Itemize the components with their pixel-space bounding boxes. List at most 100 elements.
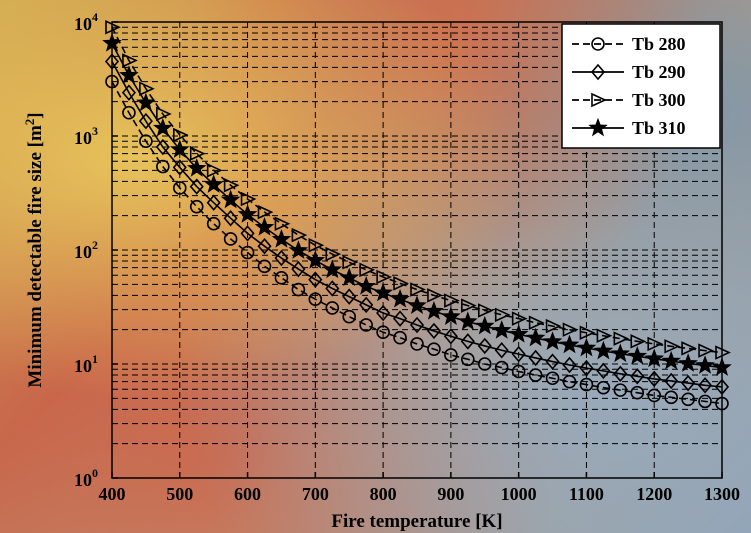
data-point-triangle (477, 303, 494, 318)
data-point-star (254, 217, 275, 236)
x-axis-label: Fire temperature [K] (331, 511, 502, 532)
data-point-star (136, 92, 156, 112)
data-point-circle (342, 309, 357, 324)
legend-item: Tb 290 (572, 62, 686, 82)
data-point-triangle (545, 318, 562, 334)
data-point-diamond (590, 63, 606, 81)
data-point-circle (630, 385, 645, 400)
y-tick-label: 101 (74, 352, 98, 376)
data-point-triangle (596, 328, 613, 343)
data-point-triangle (528, 315, 545, 331)
data-point-star (407, 295, 427, 314)
y-tick-label: 102 (74, 238, 98, 262)
data-point-diamond (189, 178, 204, 195)
data-point-diamond (443, 328, 458, 345)
data-point-circle (206, 216, 221, 231)
data-point-star (644, 348, 664, 368)
data-point-star (237, 204, 258, 223)
data-point-diamond (223, 209, 238, 227)
data-point-star (588, 117, 608, 137)
data-point-star (627, 345, 648, 365)
y-axis-label-superscript: 2 (22, 119, 37, 126)
data-point-diamond (325, 280, 340, 297)
data-point-circle (325, 301, 340, 315)
data-point-diamond (579, 359, 594, 377)
x-axis-ticks: 400 500 600 700 800 900 1000 1100 1200 1300 (99, 472, 740, 504)
data-point-circle (393, 330, 407, 345)
data-point-star (220, 189, 241, 209)
data-point-diamond (613, 365, 628, 383)
data-point-triangle (444, 293, 460, 308)
data-point-star (119, 65, 139, 84)
data-point-triangle (291, 227, 308, 243)
data-point-diamond (342, 288, 357, 305)
legend-label: Tb 290 (632, 62, 686, 82)
data-point-diamond (681, 374, 696, 392)
data-point-star (576, 337, 597, 357)
data-point-star (322, 259, 343, 279)
data-point-triangle (139, 81, 155, 96)
data-point-triangle (223, 177, 240, 193)
data-point-diamond (206, 194, 221, 211)
x-tick-label: 1000 (501, 484, 537, 504)
data-point-circle (359, 318, 373, 332)
legend: Tb 280 Tb 290 Tb 300 Tb 310 (561, 23, 721, 149)
data-point-diamond (376, 304, 391, 322)
data-point-diamond (545, 353, 560, 370)
data-point-circle (579, 377, 594, 392)
data-point-circle (477, 357, 492, 371)
series-line (111, 61, 723, 388)
data-point-star (390, 288, 410, 308)
data-point-star (525, 327, 546, 347)
data-point-triangle (579, 325, 596, 340)
data-point-circle (562, 374, 577, 389)
data-point-circle (410, 337, 424, 351)
data-point-triangle (189, 146, 206, 161)
data-point-diamond (596, 362, 611, 380)
data-point-circle (189, 199, 204, 214)
series-line (111, 26, 723, 354)
legend-label: Tb 280 (632, 34, 686, 54)
data-point-diamond (308, 271, 323, 288)
data-point-star (170, 139, 190, 158)
data-point-diamond (630, 368, 645, 385)
x-tick-label: 400 (99, 484, 126, 504)
data-point-star (153, 117, 173, 137)
data-point-circle (681, 392, 695, 407)
data-point-triangle (376, 269, 393, 285)
data-point-triangle (410, 282, 426, 297)
x-tick-label: 500 (166, 484, 193, 504)
series-tb-310 (102, 33, 732, 376)
data-point-star (678, 353, 698, 372)
data-point-circle (122, 105, 136, 120)
data-point-triangle (647, 336, 664, 352)
legend-item: Tb 300 (572, 90, 686, 110)
data-point-triangle (156, 106, 172, 122)
data-point-triangle (664, 339, 681, 354)
y-tick-label: 104 (74, 10, 98, 34)
x-tick-label: 1300 (704, 484, 740, 504)
data-point-diamond (664, 372, 679, 390)
legend-item: Tb 280 (572, 34, 686, 54)
x-tick-label: 800 (370, 484, 397, 504)
data-point-triangle (511, 311, 528, 326)
data-point-star (610, 343, 631, 363)
data-point-triangle (698, 343, 714, 358)
data-point-circle (545, 371, 560, 386)
data-point-diamond (393, 310, 408, 327)
y-tick-label: 100 (74, 466, 98, 490)
data-point-circle (291, 282, 306, 297)
data-point-star (186, 158, 207, 177)
data-point-star (203, 174, 224, 193)
data-point-circle (257, 259, 272, 274)
data-point-diamond (528, 349, 543, 367)
data-point-circle (308, 292, 323, 307)
y-axis-ticks: 100 101 102 103 104 (74, 10, 118, 490)
data-point-diamond (494, 342, 509, 359)
data-point-star (288, 240, 309, 259)
data-point-star (661, 350, 681, 370)
data-point-star (542, 331, 563, 350)
data-point-triangle (494, 307, 511, 323)
